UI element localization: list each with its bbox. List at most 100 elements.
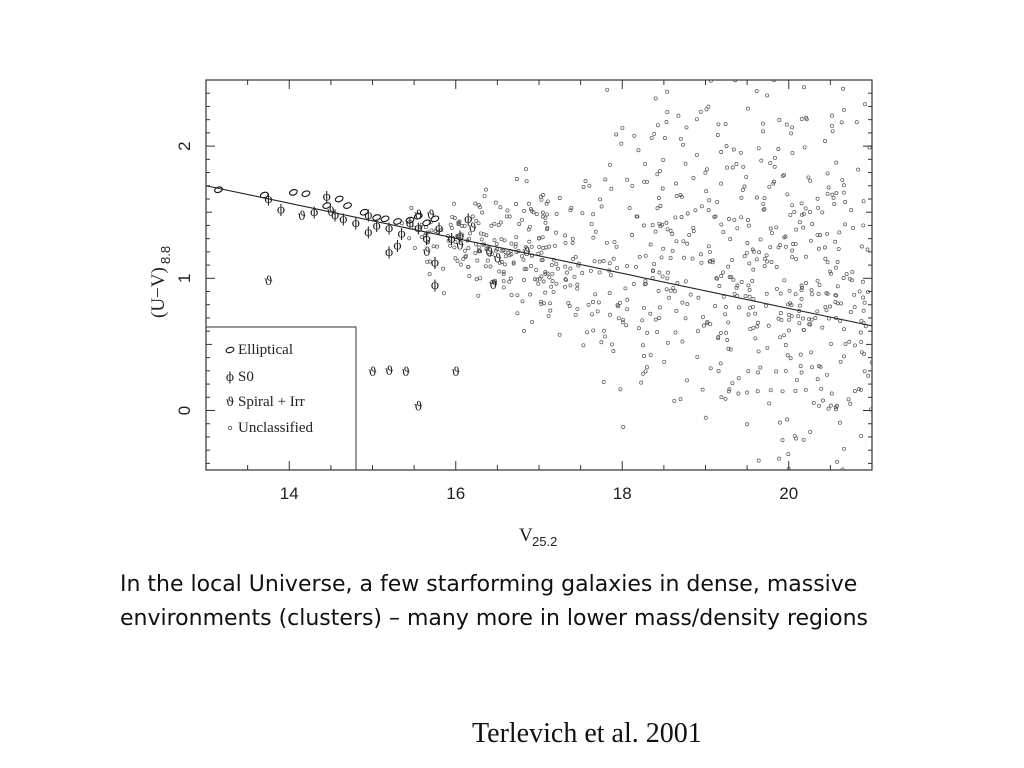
unclassified-point <box>543 271 548 276</box>
unclassified-point <box>747 294 752 299</box>
so-point: ϕ <box>406 216 414 230</box>
unclassified-point <box>464 253 468 258</box>
unclassified-point <box>492 238 497 243</box>
unclassified-point <box>798 352 803 357</box>
unclassified-point <box>803 254 808 259</box>
unclassified-point <box>699 204 704 209</box>
unclassified-point <box>642 354 646 358</box>
unclassified-point <box>508 276 513 281</box>
unclassified-point <box>575 286 580 291</box>
unclassified-point <box>808 238 813 243</box>
legend-dot-icon <box>227 425 233 431</box>
unclassified-point <box>599 204 604 209</box>
unclassified-point <box>756 370 761 375</box>
unclassified-point <box>528 207 533 212</box>
so-point: ϕ <box>393 238 401 252</box>
unclassified-point <box>746 283 751 288</box>
unclassified-point <box>542 301 546 306</box>
unclassified-point <box>842 354 846 359</box>
unclassified-point <box>648 353 653 358</box>
unclassified-point <box>678 193 683 197</box>
unclassified-point <box>758 237 763 242</box>
y-axis-label-sub: 8.8 <box>158 246 173 264</box>
unclassified-point <box>643 253 648 258</box>
unclassified-point <box>610 342 614 347</box>
unclassified-point <box>823 139 827 143</box>
unclassified-point <box>810 365 815 370</box>
unclassified-point <box>467 231 472 236</box>
unclassified-point <box>841 107 846 112</box>
unclassified-point <box>776 147 781 151</box>
unclassified-point <box>674 181 679 186</box>
unclassified-point <box>453 240 458 245</box>
unclassified-point <box>665 227 670 232</box>
unclassified-point <box>661 246 666 251</box>
so-point: ϕ <box>385 221 393 235</box>
spiral-irr-point: ϑ <box>402 365 411 379</box>
unclassified-point <box>661 157 666 162</box>
elliptical-point <box>259 191 269 199</box>
unclassified-point <box>755 389 760 394</box>
unclassified-point <box>524 267 529 271</box>
unclassified-point <box>520 254 524 259</box>
unclassified-point <box>490 252 495 256</box>
unclassified-point <box>706 104 711 109</box>
unclassified-point <box>554 211 559 216</box>
unclassified-point <box>498 220 503 225</box>
unclassified-point <box>656 196 661 200</box>
unclassified-point <box>513 241 518 246</box>
unclassified-point <box>521 257 526 262</box>
unclassified-point <box>690 256 695 261</box>
unclassified-point <box>786 328 791 333</box>
fit-line-path <box>205 185 873 327</box>
unclassified-point <box>676 113 681 118</box>
legend: Elliptical ϕ S0ϑ Spiral + Irr Unclassified <box>205 326 357 471</box>
unclassified-point <box>789 303 794 308</box>
unclassified-point <box>773 155 777 160</box>
unclassified-point <box>829 271 833 276</box>
unclassified-point <box>615 266 619 270</box>
unclassified-point <box>859 318 864 323</box>
unclassified-point <box>848 401 853 406</box>
unclassified-point <box>830 123 834 128</box>
unclassified-point <box>693 208 698 213</box>
unclassified-point <box>550 279 555 283</box>
unclassified-point <box>834 191 839 196</box>
unclassified-point <box>768 245 773 250</box>
unclassified-point <box>624 323 629 328</box>
unclassified-point <box>685 302 690 307</box>
unclassified-point <box>766 323 771 328</box>
elliptical-point <box>393 218 402 225</box>
unclassified-point <box>539 250 544 255</box>
spiral-irr-point: ϑ <box>456 238 465 252</box>
unclassified-point <box>657 305 662 310</box>
elliptical-point <box>405 216 415 224</box>
unclassified-point <box>741 164 746 169</box>
unclassified-point <box>691 176 696 181</box>
unclassified-point <box>762 256 767 261</box>
unclassified-point <box>571 257 576 261</box>
unclassified-point <box>857 289 862 294</box>
unclassified-point <box>685 241 690 246</box>
unclassified-point <box>660 274 665 279</box>
unclassified-point <box>802 85 806 90</box>
unclassified-point <box>564 277 569 282</box>
unclassified-point <box>658 204 663 208</box>
unclassified-point <box>788 212 793 217</box>
unclassified-point <box>476 221 481 226</box>
so-point: ϕ <box>423 232 431 246</box>
unclassified-point <box>541 246 546 250</box>
unclassified-point <box>859 433 864 438</box>
spiral-irr-point: ϑ <box>414 208 423 222</box>
unclassified-point <box>794 256 798 261</box>
unclassified-point <box>793 241 798 246</box>
unclassified-point <box>816 205 821 210</box>
unclassified-point <box>764 253 769 258</box>
unclassified-point <box>777 456 782 461</box>
unclassified-point <box>778 335 783 340</box>
unclassified-point <box>641 371 646 376</box>
unclassified-point <box>754 195 759 200</box>
unclassified-point <box>815 196 820 201</box>
unclassified-point <box>768 161 773 166</box>
unclassified-point <box>823 305 828 310</box>
